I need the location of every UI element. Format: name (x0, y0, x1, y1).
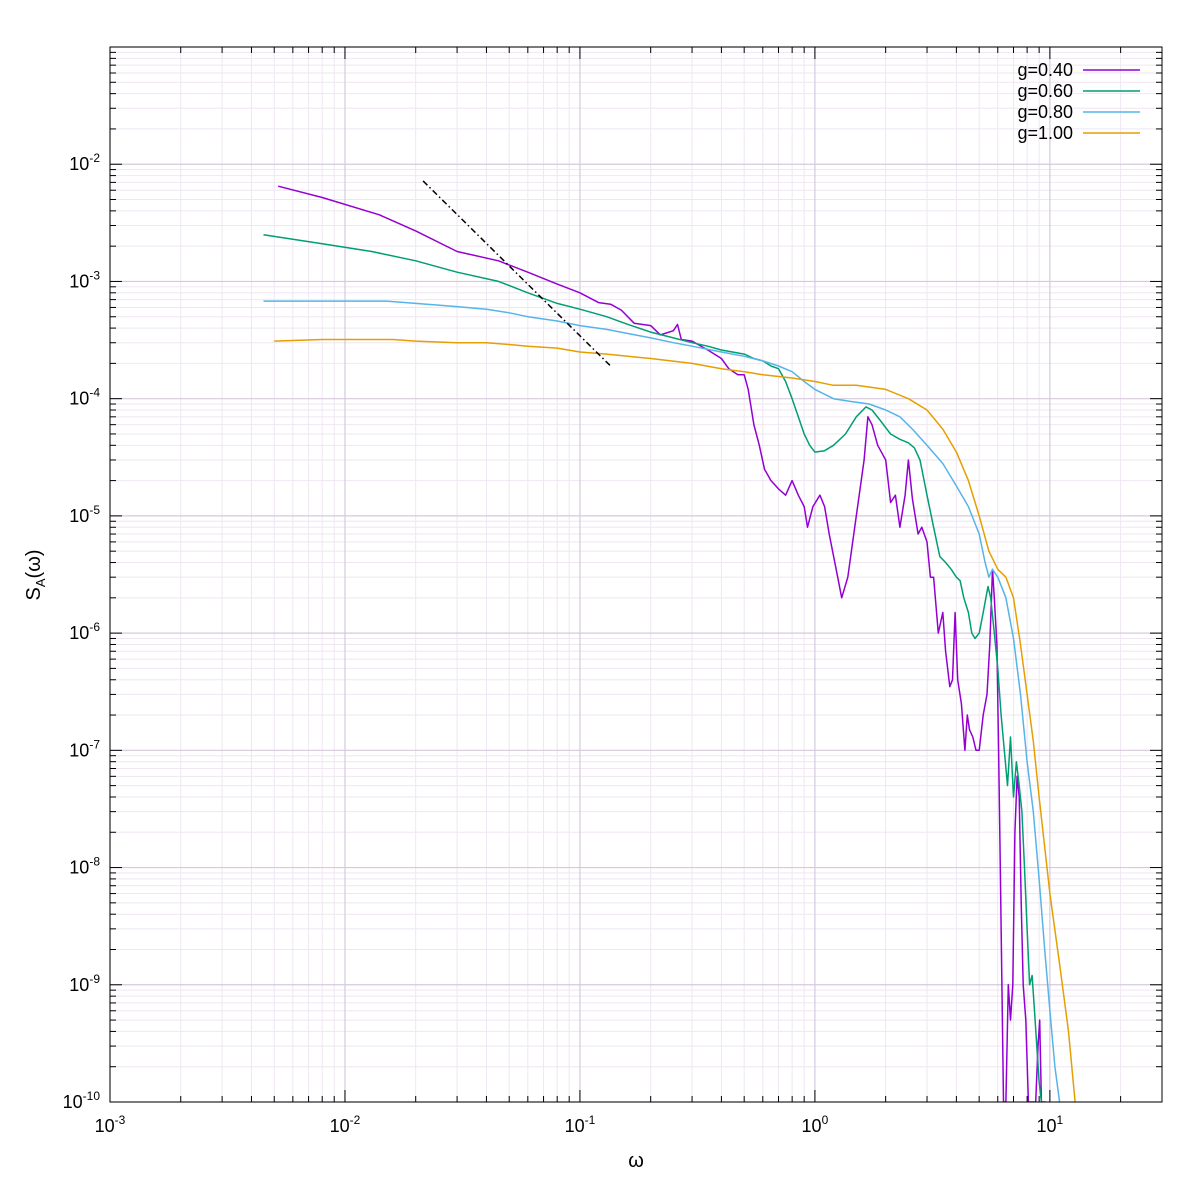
legend-label-1: g=0.40 (1017, 60, 1073, 80)
x-tick-label-base: 10 (565, 1116, 585, 1136)
series-line-1 (278, 185, 1046, 1102)
x-tick-label: 101 (1037, 1113, 1064, 1136)
y-tick-label-base: 10 (69, 740, 89, 760)
x-tick-label-exponent: -1 (585, 1113, 596, 1127)
x-axis-title: ω (628, 1150, 644, 1172)
y-tick-label-exponent: -9 (89, 972, 100, 986)
x-tick-label-exponent: 0 (822, 1113, 829, 1127)
minor-grid (110, 47, 1163, 1102)
y-tick-label-exponent: -8 (89, 855, 100, 869)
x-tick-label: 10-2 (330, 1113, 361, 1136)
y-tick-label-base: 10 (69, 271, 89, 291)
y-tick-label-exponent: -5 (89, 503, 100, 517)
y-tick-label-exponent: -7 (89, 737, 100, 751)
x-tick-labels: 10-3 10-2 10-1 100 101 (95, 1113, 1064, 1136)
y-tick-label-base: 10 (69, 858, 89, 878)
x-tick-label-base: 10 (802, 1116, 822, 1136)
x-tick-label-base: 10 (1037, 1116, 1057, 1136)
y-tick-label: 10-7 (69, 737, 100, 760)
y-tick-label-base: 10 (69, 506, 89, 526)
x-tick-label-exponent: -3 (115, 1113, 126, 1127)
y-tick-label-base: 10 (69, 389, 89, 409)
y-axis-title: SA(ω) (23, 550, 48, 601)
y-tick-label-exponent: -10 (83, 1089, 101, 1103)
y-tick-label-exponent: -3 (89, 268, 100, 282)
y-tick-label: 10-10 (63, 1089, 101, 1112)
y-tick-label: 10-3 (69, 268, 100, 291)
y-axis-title-base: S (23, 587, 45, 600)
y-tick-label-base: 10 (69, 623, 89, 643)
y-tick-label: 10-4 (69, 386, 100, 409)
series-line-3 (263, 300, 1061, 1102)
y-tick-label: 10-2 (69, 151, 100, 174)
legend-label-3: g=0.80 (1017, 102, 1073, 122)
y-tick-label: 10-8 (69, 855, 100, 878)
series-layer (263, 180, 1076, 1102)
plot-frame (109, 46, 1163, 1103)
y-tick-label-base: 10 (69, 975, 89, 995)
x-tick-label-exponent: -2 (350, 1113, 361, 1127)
x-tick-label: 10-3 (95, 1113, 126, 1136)
axis-ticks (109, 46, 1163, 1103)
x-tick-label-base: 10 (330, 1116, 350, 1136)
y-axis-title-rest: (ω) (23, 550, 45, 579)
y-tick-label: 10-9 (69, 972, 100, 995)
legend-label-2: g=0.60 (1017, 81, 1073, 101)
y-tick-label-base: 10 (69, 154, 89, 174)
x-tick-label: 10-1 (565, 1113, 596, 1136)
y-tick-label-exponent: -6 (89, 620, 100, 634)
series-line-4 (274, 338, 1076, 1102)
y-axis-title-sub: A (33, 578, 48, 587)
y-tick-label: 10-6 (69, 620, 100, 643)
series-line-2 (263, 234, 1043, 1102)
y-tick-label-base: 10 (63, 1092, 83, 1112)
x-tick-label-base: 10 (95, 1116, 115, 1136)
legend: g=0.40g=0.60g=0.80g=1.00 (1017, 60, 1140, 143)
y-tick-label-exponent: -4 (89, 386, 100, 400)
y-tick-label: 10-5 (69, 503, 100, 526)
legend-label-4: g=1.00 (1017, 123, 1073, 143)
y-tick-label-exponent: -2 (89, 151, 100, 165)
reference-slope-line (422, 180, 612, 367)
x-tick-label-exponent: 1 (1057, 1113, 1064, 1127)
x-tick-label: 100 (802, 1113, 829, 1136)
